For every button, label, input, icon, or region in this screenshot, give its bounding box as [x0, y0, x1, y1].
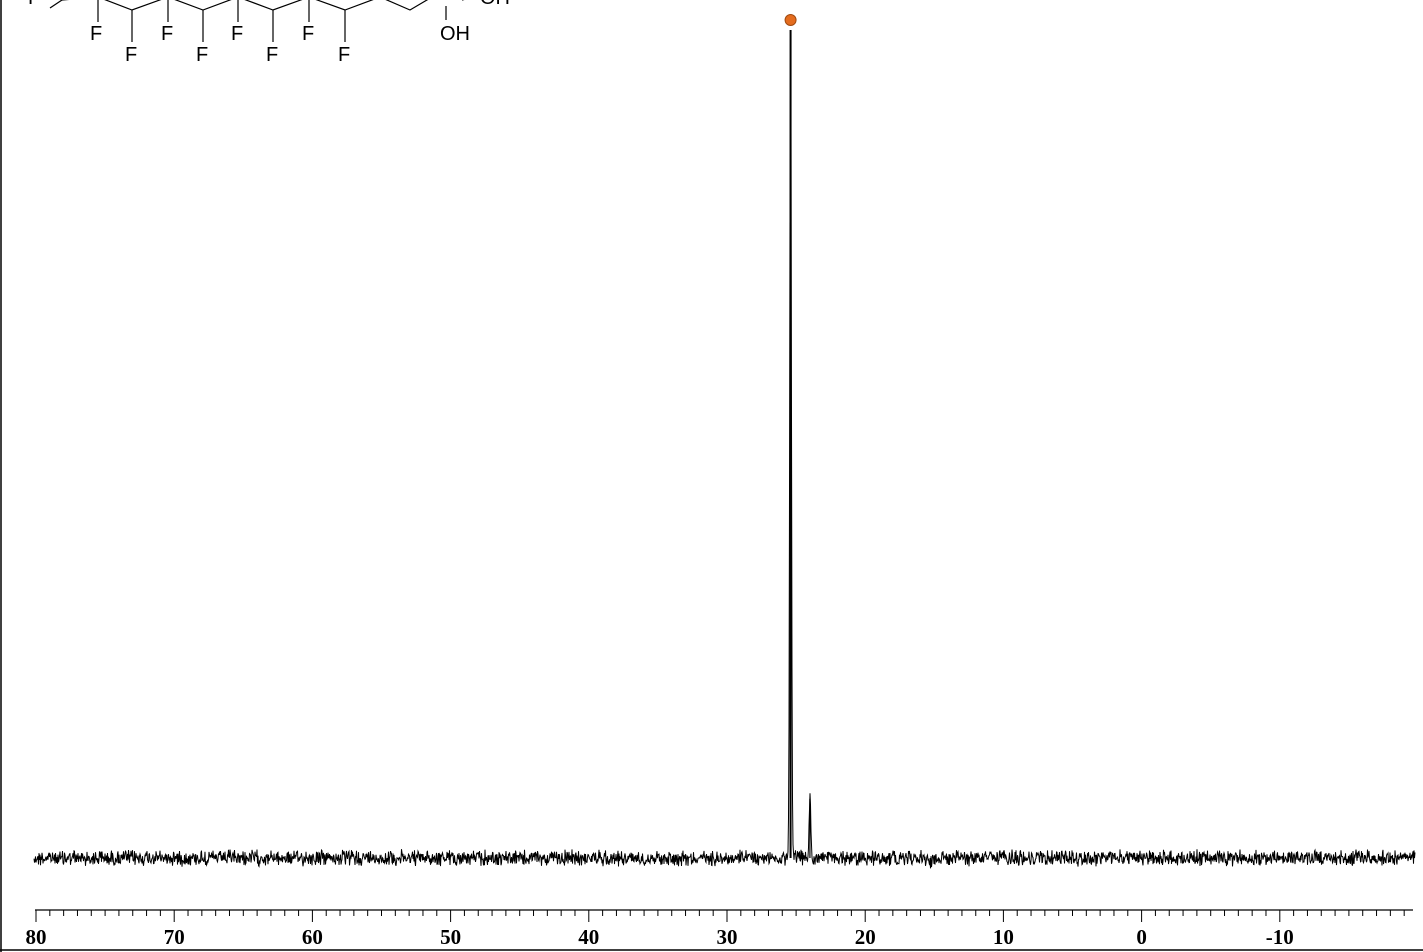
- atom-f-1: F: [90, 23, 102, 45]
- x-tick-label: 0: [1136, 925, 1147, 949]
- atom-f-3: F: [161, 23, 173, 45]
- x-tick-label: 50: [440, 925, 461, 949]
- atom-oh-lower: OH: [440, 23, 470, 45]
- x-tick-label: -10: [1266, 925, 1294, 949]
- atom-f-4: F: [196, 44, 208, 66]
- x-tick-label: 80: [26, 925, 47, 949]
- atom-f-7: F: [302, 23, 314, 45]
- x-axis: 80 70 60 50 40 30 20 10 0 -10: [26, 909, 1413, 949]
- x-tick-label: 30: [717, 925, 738, 949]
- atom-f-5: F: [231, 23, 243, 45]
- atom-f-2: F: [125, 44, 137, 66]
- x-tick-label: 70: [164, 925, 185, 949]
- atom-f-9: F: [28, 0, 40, 9]
- x-tick-label: 20: [855, 925, 876, 949]
- spectrum-trace: [33, 30, 1416, 869]
- atom-f-6: F: [266, 44, 278, 66]
- atom-oh-upper: OH: [480, 0, 510, 9]
- chemical-structure: F F F F F F F F F OH OH: [28, 0, 510, 66]
- peak-marker: [784, 14, 797, 26]
- structure-skeleton: [49, 0, 465, 42]
- x-tick-label: 10: [993, 925, 1014, 949]
- x-tick-label: 40: [578, 925, 599, 949]
- atom-f-8: F: [338, 44, 350, 66]
- spectrum-line: [33, 34, 1416, 869]
- x-tick-label: 60: [302, 925, 323, 949]
